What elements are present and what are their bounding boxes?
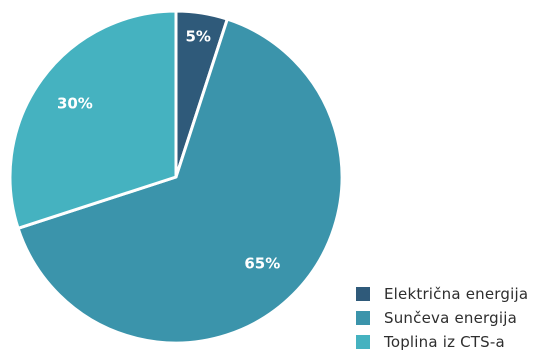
legend-label: Električna energija (384, 285, 529, 303)
legend-item-toplina-iz-cts-a: Toplina iz CTS-a (356, 330, 528, 354)
pie-slice-2 (16, 17, 344, 345)
pie-slices (8, 9, 344, 345)
pie-slice-label-3: 30% (57, 95, 93, 113)
pie-slice-label-1: 5% (185, 28, 210, 46)
legend-label: Sunčeva energija (384, 309, 517, 327)
legend-item-sunceva-energija: Sunčeva energija (356, 306, 528, 330)
pie-slice-labels: 5% 65% 30% (57, 28, 280, 273)
legend-swatch (356, 335, 370, 349)
legend-label: Toplina iz CTS-a (384, 333, 505, 351)
legend-item-elektricna-energija: Električna energija (356, 282, 528, 306)
legend-swatch (356, 287, 370, 301)
pie-slice-3 (8, 9, 178, 230)
pie-slice-label-2: 65% (244, 254, 280, 272)
legend-swatch (356, 311, 370, 325)
legend: Električna energija Sunčeva energija Top… (356, 282, 528, 354)
